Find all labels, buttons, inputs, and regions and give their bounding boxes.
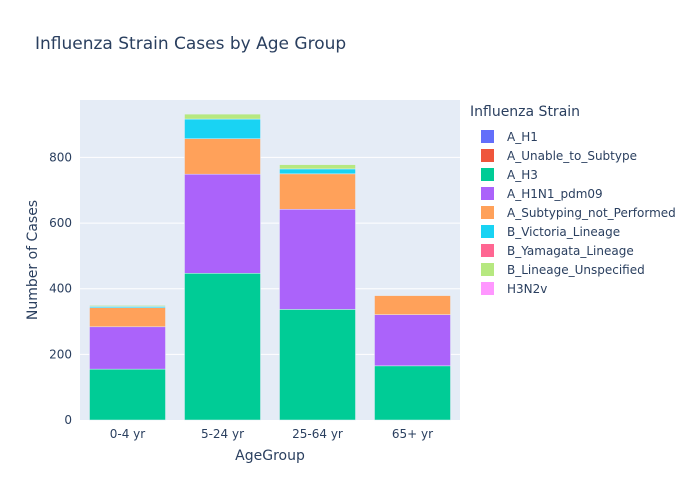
bar-segment[interactable] [184,138,261,175]
legend-item[interactable]: A_Subtyping_not_Performed [470,203,695,222]
bar-segment[interactable] [89,326,166,370]
legend-label: A_Unable_to_Subtype [507,148,637,163]
legend-label: A_H1 [507,129,538,144]
legend-item[interactable]: B_Lineage_Unspecified [470,260,695,279]
legend-swatch [481,130,494,143]
bar-segment[interactable] [89,307,166,328]
legend-swatch [481,206,494,219]
bars[interactable] [89,113,451,421]
bar-segment[interactable] [279,164,356,170]
legend-items: A_H1 A_Unable_to_Subtype A_H3 A_H1N1_pdm09 A… [470,127,695,298]
y-tick-label: 200 [49,347,72,361]
legend-item[interactable]: B_Yamagata_Lineage [470,241,695,260]
bar-segment[interactable] [184,118,261,139]
y-axis-title: Number of Cases [25,200,41,320]
y-tick-label: 600 [49,216,72,230]
bar-segment[interactable] [184,273,261,421]
y-tick-label: 0 [64,413,72,427]
x-tick-label: 0-4 yr [110,427,146,441]
bar-segment[interactable] [89,305,166,307]
legend-item[interactable]: H3N2v [470,279,695,298]
bar-segment[interactable] [279,173,356,210]
legend-label: B_Lineage_Unspecified [507,262,645,277]
legend-label: A_H1N1_pdm09 [507,186,603,201]
legend-swatch [481,263,494,276]
y-tick-label: 400 [49,282,72,296]
y-axis-ticks: 0 200 400 600 800 [49,150,72,427]
bar-segment[interactable] [279,168,356,175]
bar-segment[interactable] [374,295,451,315]
legend-item[interactable]: B_Victoria_Lineage [470,222,695,241]
legend-label: A_H3 [507,167,538,182]
bar-segment[interactable] [374,314,451,367]
legend-swatch [481,282,494,295]
y-tick-label: 800 [49,150,72,164]
legend-item[interactable]: A_Unable_to_Subtype [470,146,695,165]
chart-title: Influenza Strain Cases by Age Group [35,34,347,54]
legend-swatch [481,244,494,257]
legend: Influenza Strain A_H1 A_Unable_to_Subtype… [470,104,695,298]
x-tick-label: 65+ yr [392,427,433,441]
x-tick-label: 5-24 yr [201,427,244,441]
legend-label: A_Subtyping_not_Performed [507,205,676,220]
legend-label: B_Victoria_Lineage [507,224,621,239]
legend-swatch [481,149,494,162]
legend-label: B_Yamagata_Lineage [507,243,634,258]
bar-segment[interactable] [184,113,261,120]
bar-segment[interactable] [279,309,356,421]
legend-swatch [481,225,494,238]
legend-item[interactable]: A_H3 [470,165,695,184]
legend-swatch [481,168,494,181]
x-tick-label: 25-64 yr [292,427,343,441]
legend-swatch [481,187,494,200]
x-axis-ticks: 0-4 yr 5-24 yr 25-64 yr 65+ yr [110,427,433,441]
bar-segment[interactable] [374,365,451,421]
legend-item[interactable]: A_H1 [470,127,695,146]
bar-segment[interactable] [89,368,166,421]
legend-title: Influenza Strain [470,104,581,120]
x-axis-title: AgeGroup [235,448,305,464]
legend-item[interactable]: A_H1N1_pdm09 [470,184,695,203]
bar-segment[interactable] [184,173,261,274]
bar-segment[interactable] [279,209,356,310]
legend-label: H3N2v [507,281,548,296]
